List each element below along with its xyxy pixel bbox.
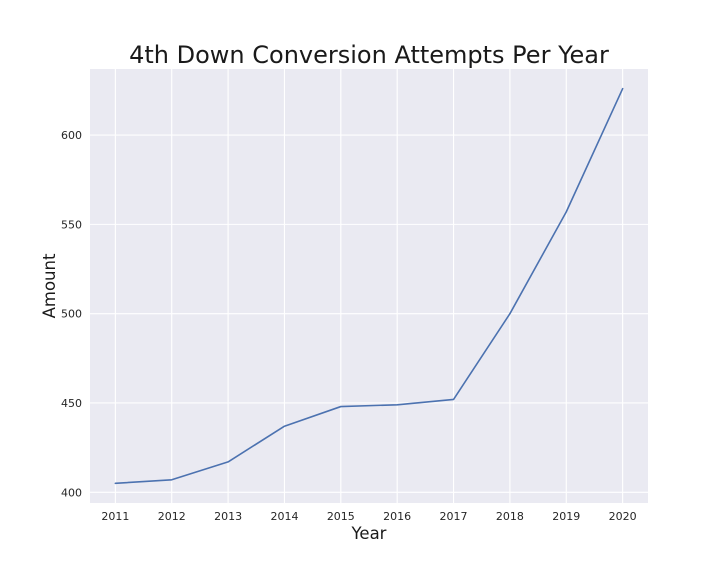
- data-point: [508, 312, 512, 316]
- data-point: [621, 87, 625, 91]
- x-tick-label: 2020: [609, 510, 637, 523]
- plot-background: [90, 69, 648, 503]
- data-point: [564, 210, 568, 214]
- series-layer: [113, 87, 625, 485]
- x-tick-label: 2017: [440, 510, 468, 523]
- x-axis-ticks: 2011 2012 2013 2014 2015 2016 2017 2018 2019 2020: [101, 510, 636, 523]
- y-tick-label: 450: [61, 397, 82, 410]
- grid: [90, 69, 648, 503]
- data-point: [395, 403, 399, 407]
- y-tick-label: 550: [61, 218, 82, 231]
- data-point: [339, 405, 343, 409]
- data-point: [170, 478, 174, 482]
- data-point: [226, 460, 230, 464]
- x-tick-label: 2016: [383, 510, 411, 523]
- y-tick-label: 500: [61, 308, 82, 321]
- x-tick-label: 2013: [214, 510, 242, 523]
- x-tick-label: 2019: [552, 510, 580, 523]
- x-tick-label: 2015: [327, 510, 355, 523]
- data-point: [452, 397, 456, 401]
- y-tick-label: 400: [61, 486, 82, 499]
- y-axis-ticks: 400 450 500 550 600: [61, 129, 82, 499]
- series-line: [114, 87, 624, 485]
- y-tick-label: 600: [61, 129, 82, 142]
- data-point: [282, 424, 286, 428]
- x-axis-label: Year: [351, 524, 387, 543]
- x-tick-label: 2011: [101, 510, 129, 523]
- x-tick-label: 2018: [496, 510, 524, 523]
- x-tick-label: 2014: [270, 510, 298, 523]
- y-axis-label: Amount: [40, 253, 59, 318]
- chart-title: 4th Down Conversion Attempts Per Year: [129, 41, 609, 69]
- x-tick-label: 2012: [158, 510, 186, 523]
- data-point: [113, 481, 117, 485]
